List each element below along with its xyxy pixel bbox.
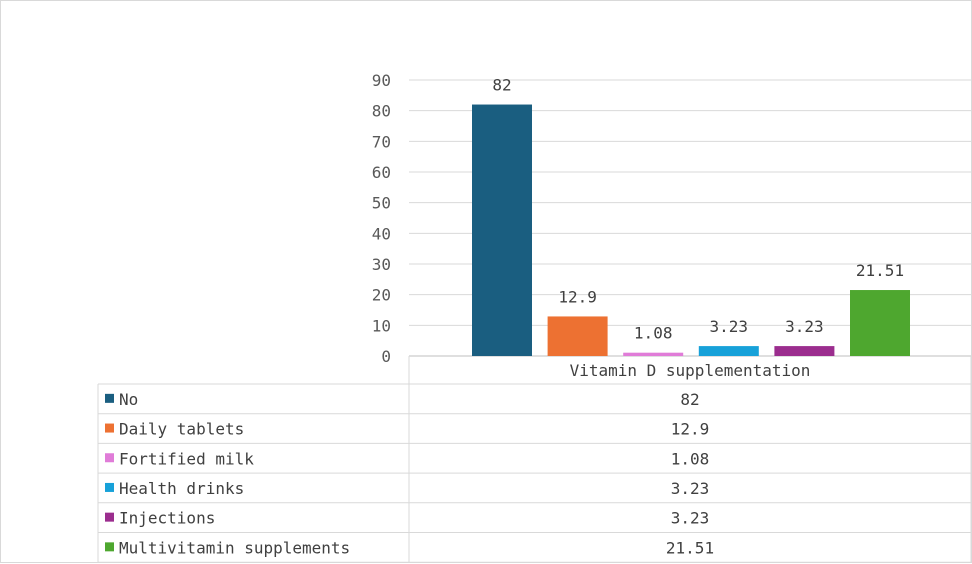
table-series-label: Daily tablets — [119, 420, 244, 439]
table-value: 1.08 — [671, 449, 710, 468]
table-series-label: Fortified milk — [119, 449, 254, 468]
data-label: 1.08 — [634, 324, 673, 343]
table-value: 21.51 — [666, 538, 714, 557]
table-series-label: Injections — [119, 509, 215, 528]
y-tick-label: 90 — [372, 71, 391, 90]
y-tick-label: 0 — [381, 347, 391, 366]
category-label: Vitamin D supplementation — [570, 361, 811, 380]
y-tick-label: 50 — [372, 194, 391, 213]
y-tick-label: 80 — [372, 102, 391, 121]
table-value: 3.23 — [671, 509, 710, 528]
bar-health-drinks — [698, 346, 759, 356]
y-tick-label: 70 — [372, 132, 391, 151]
legend-key — [105, 542, 114, 552]
table-value: 12.9 — [671, 420, 710, 439]
data-label: 3.23 — [785, 317, 824, 336]
legend-key — [105, 393, 114, 403]
data-label: 21.51 — [856, 261, 904, 280]
bar-daily-tablets — [547, 316, 608, 356]
y-tick-label: 40 — [372, 224, 391, 243]
bar-no — [472, 104, 532, 357]
y-tick-label: 10 — [372, 316, 391, 335]
table-series-label: Health drinks — [119, 479, 244, 498]
y-tick-label: 30 — [372, 255, 391, 274]
legend-key — [105, 512, 114, 522]
table-value: 3.23 — [671, 479, 710, 498]
y-tick-label: 20 — [372, 286, 391, 305]
bar-fortified-milk — [623, 352, 684, 356]
legend-key — [105, 423, 114, 433]
bar-multivitamin-supplements — [850, 290, 910, 356]
bar-injections — [774, 346, 835, 356]
y-tick-label: 60 — [372, 163, 391, 182]
legend-key — [105, 482, 114, 492]
data-label: 3.23 — [710, 317, 749, 336]
legend-key — [105, 453, 114, 463]
table-series-label: Multivitamin supplements — [119, 538, 350, 557]
data-label: 12.9 — [558, 287, 597, 306]
data-label: 82 — [492, 76, 511, 95]
table-value: 82 — [680, 390, 699, 409]
table-series-label: No — [119, 390, 138, 409]
